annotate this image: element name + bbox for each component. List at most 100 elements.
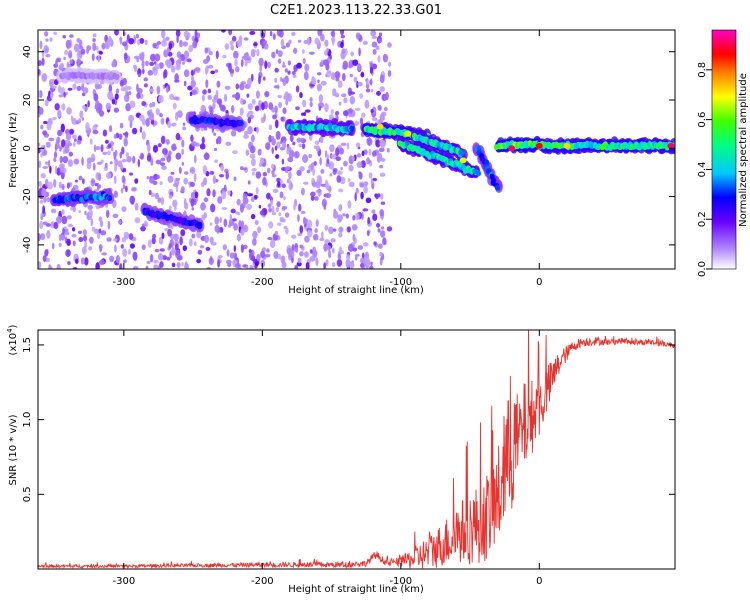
noise-speck	[282, 107, 287, 114]
noise-speck	[269, 239, 276, 249]
noise-speck	[148, 88, 155, 93]
noise-speck	[229, 68, 235, 74]
noise-speck	[214, 159, 218, 164]
noise-speck	[184, 261, 188, 269]
noise-speck	[45, 38, 49, 42]
noise-speck	[175, 152, 182, 160]
noise-speck	[158, 95, 164, 103]
noise-speck	[149, 53, 156, 62]
snr-y-multiplier-exponent: 4	[6, 328, 14, 333]
noise-speck	[169, 250, 172, 259]
noise-speck	[117, 219, 122, 225]
noise-speck	[114, 149, 118, 157]
noise-speck	[287, 156, 294, 163]
noise-speck	[42, 130, 48, 136]
noise-speck	[109, 125, 113, 133]
noise-speck	[152, 144, 159, 153]
noise-speck	[355, 32, 361, 40]
noise-speck	[123, 52, 128, 60]
noise-speck	[95, 262, 100, 269]
noise-speck	[125, 103, 131, 112]
noise-speck	[180, 186, 185, 193]
noise-speck	[346, 226, 351, 233]
noise-speck	[345, 213, 349, 219]
noise-speck	[157, 197, 162, 203]
noise-speck	[253, 194, 258, 200]
noise-speck	[88, 209, 93, 217]
noise-speck	[376, 155, 381, 163]
noise-speck	[141, 59, 145, 69]
noise-speck	[249, 153, 256, 159]
noise-speck	[296, 137, 302, 143]
noise-speck	[126, 86, 132, 91]
noise-speck	[266, 192, 271, 200]
noise-speck	[325, 192, 332, 199]
noise-speck	[277, 58, 282, 64]
noise-speck	[143, 83, 148, 88]
noise-speck	[67, 159, 73, 168]
noise-speck	[249, 30, 256, 36]
noise-speck	[115, 88, 120, 94]
noise-speck	[362, 242, 369, 247]
noise-speck	[281, 158, 285, 165]
noise-speck	[281, 205, 288, 210]
noise-speck	[231, 94, 237, 98]
noise-speck	[128, 114, 134, 123]
noise-speck	[131, 187, 137, 192]
noise-speck	[175, 63, 181, 71]
noise-speck	[262, 76, 266, 81]
noise-speck	[160, 135, 166, 145]
noise-speck	[89, 138, 93, 145]
noise-speck	[55, 215, 62, 224]
noise-speck	[288, 171, 292, 180]
noise-speck	[180, 229, 186, 237]
noise-speck	[332, 228, 337, 232]
noise-speck	[41, 188, 47, 197]
noise-speck	[175, 112, 181, 117]
noise-speck	[362, 208, 369, 212]
noise-speck	[286, 247, 293, 255]
noise-speck	[44, 249, 49, 257]
noise-speck	[98, 110, 105, 117]
bright-spot	[376, 123, 384, 130]
noise-speck	[42, 205, 46, 214]
noise-speck	[204, 67, 208, 75]
noise-speck	[300, 187, 305, 196]
noise-speck	[240, 244, 244, 253]
noise-speck	[247, 116, 252, 124]
noise-speck	[90, 178, 96, 187]
noise-speck	[196, 230, 202, 239]
noise-speck	[309, 255, 316, 262]
noise-speck	[45, 161, 49, 165]
noise-speck	[188, 238, 193, 247]
noise-speck	[256, 226, 262, 234]
noise-speck	[173, 182, 179, 188]
noise-speck	[312, 167, 316, 176]
noise-speck	[69, 34, 74, 38]
feature-point	[588, 142, 594, 149]
noise-speck	[335, 77, 340, 82]
noise-speck	[80, 48, 86, 55]
noise-speck	[61, 183, 65, 191]
noise-speck	[105, 102, 112, 110]
noise-speck	[213, 132, 217, 136]
noise-speck	[39, 220, 44, 230]
noise-speck	[265, 142, 271, 151]
noise-speck	[171, 246, 176, 256]
noise-speck	[72, 227, 76, 232]
noise-speck	[98, 228, 102, 234]
noise-speck	[87, 204, 93, 210]
noise-speck	[272, 188, 279, 193]
noise-speck	[273, 85, 280, 89]
noise-speck	[99, 259, 105, 266]
noise-speck	[191, 207, 195, 211]
noise-speck	[194, 191, 199, 199]
noise-speck	[73, 43, 80, 53]
noise-speck	[295, 247, 299, 253]
noise-speck	[93, 93, 99, 102]
noise-speck	[89, 236, 94, 244]
noise-speck	[246, 203, 252, 211]
noise-speck	[90, 217, 94, 227]
noise-speck	[128, 233, 134, 240]
noise-speck	[56, 263, 61, 269]
